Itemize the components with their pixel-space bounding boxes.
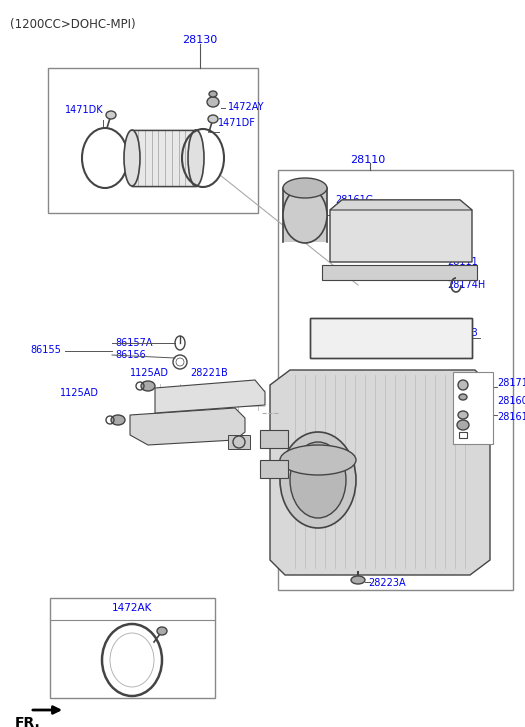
Text: 1471DF: 1471DF	[218, 118, 256, 128]
Ellipse shape	[106, 111, 116, 119]
Ellipse shape	[209, 91, 217, 97]
Polygon shape	[155, 380, 265, 413]
Text: 28174H: 28174H	[447, 280, 485, 290]
Ellipse shape	[141, 381, 155, 391]
Text: 28171K: 28171K	[497, 378, 525, 388]
Bar	[459, 432, 467, 438]
Polygon shape	[330, 200, 472, 210]
Bar	[50, 598, 215, 698]
Text: 1472AK: 1472AK	[112, 603, 152, 613]
Ellipse shape	[208, 115, 218, 123]
Bar	[228, 435, 250, 449]
Text: 86156: 86156	[115, 350, 146, 360]
Text: 1125AD: 1125AD	[130, 368, 169, 378]
Text: 28161G: 28161G	[335, 195, 373, 205]
Text: 28110: 28110	[350, 155, 385, 165]
Text: 28161: 28161	[497, 412, 525, 422]
Ellipse shape	[188, 130, 204, 186]
Ellipse shape	[157, 627, 167, 635]
Text: 86155: 86155	[30, 345, 61, 355]
Text: 28160B: 28160B	[497, 396, 525, 406]
Polygon shape	[270, 370, 490, 575]
Text: 28130: 28130	[182, 35, 218, 45]
Polygon shape	[330, 200, 472, 262]
Ellipse shape	[111, 415, 125, 425]
Text: 28223A: 28223A	[368, 578, 406, 588]
Polygon shape	[130, 408, 245, 445]
Ellipse shape	[207, 97, 219, 107]
Bar	[260, 460, 288, 478]
Bar	[283, 188, 327, 242]
Bar	[310, 318, 472, 358]
Ellipse shape	[459, 394, 467, 400]
Bar	[260, 430, 288, 448]
Ellipse shape	[283, 178, 327, 198]
Text: 86157A: 86157A	[115, 338, 152, 348]
Text: 28113: 28113	[447, 328, 478, 338]
Ellipse shape	[458, 411, 468, 419]
Ellipse shape	[351, 576, 365, 584]
Text: 28111: 28111	[447, 257, 478, 267]
Ellipse shape	[290, 442, 346, 518]
Ellipse shape	[283, 187, 327, 243]
Text: 25471P: 25471P	[150, 430, 187, 440]
Bar	[48, 68, 258, 213]
Bar	[278, 170, 513, 590]
Ellipse shape	[280, 432, 356, 528]
Text: FR.: FR.	[15, 716, 41, 727]
Ellipse shape	[457, 420, 469, 430]
Bar	[322, 265, 477, 280]
Text: 28112: 28112	[447, 446, 478, 456]
Text: 28221B: 28221B	[190, 368, 228, 378]
Ellipse shape	[458, 380, 468, 390]
Text: 1125AD: 1125AD	[60, 388, 99, 398]
Text: (1200CC>DOHC-MPI): (1200CC>DOHC-MPI)	[10, 18, 135, 31]
Text: 1471DK: 1471DK	[65, 105, 103, 115]
Bar	[453, 372, 493, 444]
Ellipse shape	[124, 130, 140, 186]
Bar	[132, 130, 196, 186]
Ellipse shape	[280, 445, 356, 475]
Bar	[310, 318, 472, 358]
Text: 1472AY: 1472AY	[228, 102, 265, 112]
